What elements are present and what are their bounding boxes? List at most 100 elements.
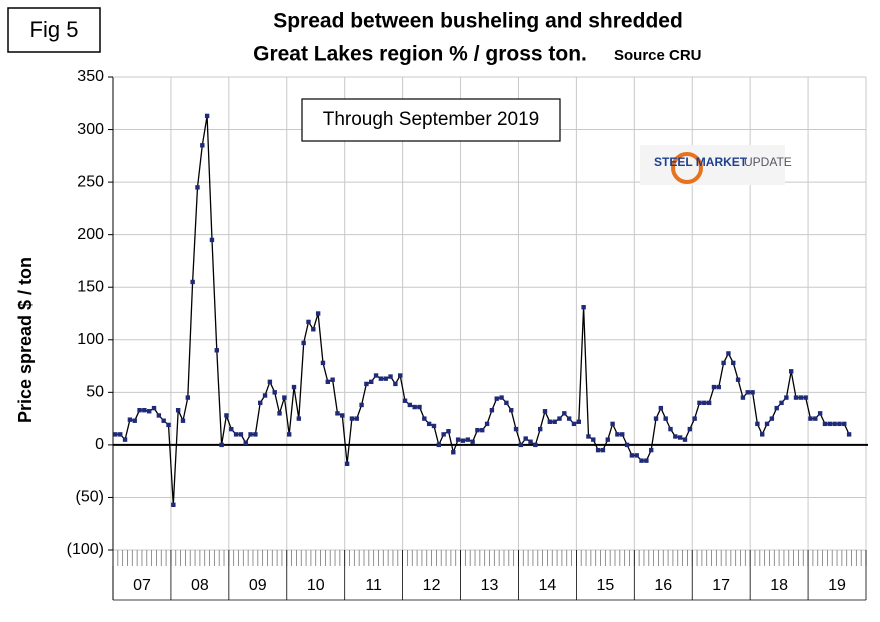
data-point — [499, 395, 504, 400]
data-point — [673, 434, 678, 439]
data-point — [716, 384, 721, 390]
data-point — [156, 413, 162, 418]
data-point — [731, 360, 736, 366]
data-point — [740, 395, 746, 400]
data-point — [817, 411, 823, 416]
data-point — [286, 432, 292, 437]
data-point — [253, 432, 258, 437]
data-point — [378, 376, 384, 381]
data-point — [668, 426, 673, 432]
data-point — [460, 438, 466, 443]
data-point — [822, 421, 828, 427]
x-tick-label: 19 — [828, 577, 846, 594]
data-point — [267, 379, 273, 385]
data-point — [533, 442, 538, 448]
data-point — [586, 434, 591, 439]
data-point — [663, 416, 668, 421]
data-point — [301, 340, 306, 346]
data-point — [364, 381, 369, 387]
logo-light: UPDATE — [744, 155, 792, 169]
data-point — [808, 416, 813, 421]
data-point — [702, 400, 707, 406]
data-point — [528, 439, 533, 444]
data-point — [127, 417, 133, 422]
data-point — [504, 400, 509, 406]
data-point — [484, 421, 490, 427]
logo-swoosh — [671, 152, 703, 184]
data-point — [769, 416, 775, 421]
x-tick-label: 12 — [423, 577, 441, 594]
logo-bg — [640, 145, 785, 185]
x-tick-label: 17 — [712, 577, 730, 594]
data-point — [489, 408, 495, 413]
data-point — [311, 327, 316, 332]
y-tick-label: 250 — [77, 173, 104, 190]
data-point — [576, 419, 581, 424]
data-point — [793, 395, 799, 400]
data-point — [677, 435, 683, 440]
data-point — [562, 411, 567, 416]
data-point — [204, 113, 210, 119]
data-point — [470, 439, 475, 444]
data-point — [595, 447, 601, 453]
data-point — [436, 442, 442, 448]
data-point — [774, 405, 779, 411]
data-point — [475, 427, 480, 433]
data-point — [354, 416, 359, 421]
data-point — [557, 416, 562, 421]
data-point — [398, 373, 403, 378]
annotation: Through September 2019 — [323, 109, 540, 130]
data-point — [649, 447, 654, 453]
data-point — [706, 400, 712, 406]
y-tick-label: 300 — [77, 121, 104, 138]
data-point — [441, 432, 446, 437]
data-point — [219, 442, 224, 448]
data-point — [682, 437, 688, 442]
data-point — [142, 408, 147, 413]
x-tick-label: 18 — [770, 577, 788, 594]
data-point — [832, 421, 837, 427]
data-point — [122, 437, 128, 442]
y-axis-label: Price spread $ / ton — [15, 257, 35, 423]
data-point — [417, 404, 422, 410]
data-point — [480, 427, 485, 433]
data-point — [827, 421, 832, 427]
data-point — [750, 390, 755, 395]
data-point — [373, 373, 379, 378]
data-point — [605, 437, 610, 442]
data-point — [335, 411, 340, 416]
data-point — [644, 458, 649, 463]
data-point — [282, 395, 287, 400]
data-point — [340, 413, 345, 418]
data-point — [344, 461, 350, 467]
data-point — [726, 351, 731, 356]
figure-label-box — [7, 7, 101, 53]
data-point — [518, 442, 524, 448]
data-point — [494, 396, 499, 401]
data-point — [258, 400, 263, 406]
data-point — [426, 421, 432, 427]
data-point — [446, 429, 451, 434]
data-point — [402, 398, 408, 403]
data-point — [243, 440, 248, 445]
data-point — [634, 453, 639, 458]
chart-title: Spread between busheling and shredded — [273, 10, 683, 33]
data-point — [180, 418, 186, 423]
data-point — [359, 402, 364, 408]
data-point — [315, 311, 321, 316]
y-tick-label: (50) — [76, 489, 104, 506]
data-point — [745, 390, 750, 395]
data-point — [291, 384, 297, 390]
data-point — [837, 421, 842, 427]
data-point — [171, 502, 176, 508]
data-point — [277, 411, 282, 416]
data-point — [369, 379, 374, 385]
data-point — [229, 426, 234, 432]
data-point — [306, 319, 311, 325]
data-point — [571, 421, 577, 427]
data-point — [412, 404, 417, 410]
data-point — [175, 408, 181, 413]
y-tick-label: 350 — [77, 68, 104, 85]
data-point — [272, 390, 277, 395]
